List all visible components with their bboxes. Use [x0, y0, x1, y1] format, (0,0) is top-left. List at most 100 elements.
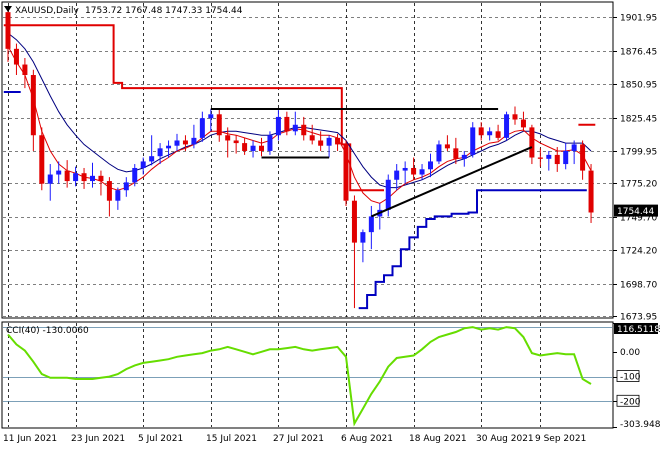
trend-line: [370, 146, 533, 218]
x-tick-label: 9 Sep 2021: [535, 434, 586, 444]
cci-tick-label: -200: [620, 397, 641, 407]
x-tick-label: 18 Aug 2021: [409, 434, 467, 444]
bear-candle: [182, 140, 188, 145]
bear-candle: [225, 135, 231, 141]
x-tick-label: 5 Jul 2021: [138, 434, 183, 444]
bull-candle: [115, 190, 121, 201]
bear-candle: [495, 131, 501, 138]
bull-candle: [166, 145, 172, 149]
cci-tick-label: 0.00: [620, 348, 640, 358]
y-tick-label: 1749.70: [620, 214, 657, 224]
collapse-triangle-icon[interactable]: [4, 6, 12, 12]
bull-candle: [360, 232, 366, 243]
x-tick-label: 27 Jul 2021: [273, 434, 324, 444]
y-tick-label: 1901.95: [620, 14, 657, 24]
y-tick-label: 1775.20: [620, 180, 657, 190]
x-tick-label: 11 Jun 2021: [3, 434, 57, 444]
bear-candle: [98, 175, 104, 182]
bear-candle: [318, 140, 324, 146]
cci-level-box: [616, 394, 640, 407]
cci-tag-label: 116.5118: [617, 325, 660, 335]
bear-candle: [588, 170, 594, 213]
x-tick-label: 23 Jun 2021: [71, 434, 125, 444]
bear-candle: [216, 114, 222, 136]
bull-candle: [191, 137, 197, 145]
ohlc-header: 1753.72 1767.48 1747.33 1754.44: [85, 6, 243, 16]
fast-ma-line: [7, 45, 592, 204]
bull-candle: [419, 169, 425, 175]
y-tick-label: 1673.95: [620, 313, 657, 323]
cci-tick-label: -100: [620, 373, 641, 383]
bear-candle: [444, 144, 450, 149]
bull-candle: [140, 161, 146, 168]
bull-candle: [132, 167, 138, 183]
bull-candle: [267, 135, 273, 151]
bull-candle: [123, 182, 129, 191]
bull-candle: [428, 161, 433, 170]
bear-candle: [453, 148, 459, 159]
bull-candle: [571, 144, 577, 151]
bear-candle: [335, 137, 341, 145]
y-tick-label: 1799.95: [620, 148, 657, 158]
cci-title: CCI(40) -130.0060: [6, 326, 89, 336]
bull-candle: [275, 116, 281, 136]
bear-candle: [233, 140, 239, 144]
bull-candle: [292, 124, 298, 132]
bear-candle: [580, 144, 586, 171]
bear-candle: [411, 167, 417, 175]
y-tick-label: 1698.70: [620, 281, 657, 291]
bear-candle: [259, 145, 264, 151]
bear-candle: [309, 135, 315, 141]
bear-candle: [284, 116, 290, 132]
cci-line: [7, 326, 592, 427]
bear-candle: [13, 48, 19, 65]
y-tick-label: 1724.20: [620, 247, 657, 257]
bull-candle: [149, 156, 155, 162]
trailing-stop-upper: [3, 24, 596, 192]
bull-candle: [461, 154, 467, 159]
bear-candle: [22, 64, 28, 76]
x-tick-label: 15 Jul 2021: [206, 434, 257, 444]
slow-ma-line: [7, 32, 592, 189]
price-tag-box: [614, 204, 658, 217]
trailing-stop-lower: [3, 91, 587, 310]
price-tag-label: 1754.44: [617, 207, 654, 217]
bear-candle: [512, 114, 518, 120]
bull-candle: [385, 179, 391, 210]
bull-candle: [470, 127, 476, 155]
bull-candle: [90, 175, 95, 182]
bull-candle: [199, 118, 205, 138]
bear-candle: [351, 200, 357, 243]
x-tick-label: 30 Aug 2021: [476, 434, 534, 444]
bear-candle: [537, 157, 543, 159]
bull-candle: [368, 216, 374, 233]
bear-candle: [520, 119, 526, 128]
bull-candle: [174, 140, 180, 146]
cci-level-box: [616, 370, 640, 382]
bear-candle: [478, 127, 484, 136]
bull-candle: [487, 131, 493, 136]
bear-candle: [529, 127, 535, 158]
cci-tag-box: [614, 323, 658, 334]
bear-candle: [81, 173, 87, 182]
bull-candle: [394, 170, 400, 180]
bear-candle: [39, 135, 45, 184]
bear-candle: [30, 75, 36, 136]
bull-candle: [563, 150, 569, 165]
bull-candle: [504, 114, 510, 138]
bull-candle: [208, 114, 214, 119]
x-tick-label: 6 Aug 2021: [341, 434, 393, 444]
bull-candle: [250, 145, 256, 151]
bull-candle: [326, 137, 332, 146]
bull-candle: [56, 170, 62, 175]
bear-candle: [554, 154, 560, 165]
bull-candle: [546, 154, 552, 159]
bull-candle: [157, 148, 163, 157]
bear-candle: [242, 143, 248, 151]
bull-candle: [73, 173, 79, 182]
bear-candle: [301, 124, 307, 136]
bear-candle: [343, 144, 349, 201]
